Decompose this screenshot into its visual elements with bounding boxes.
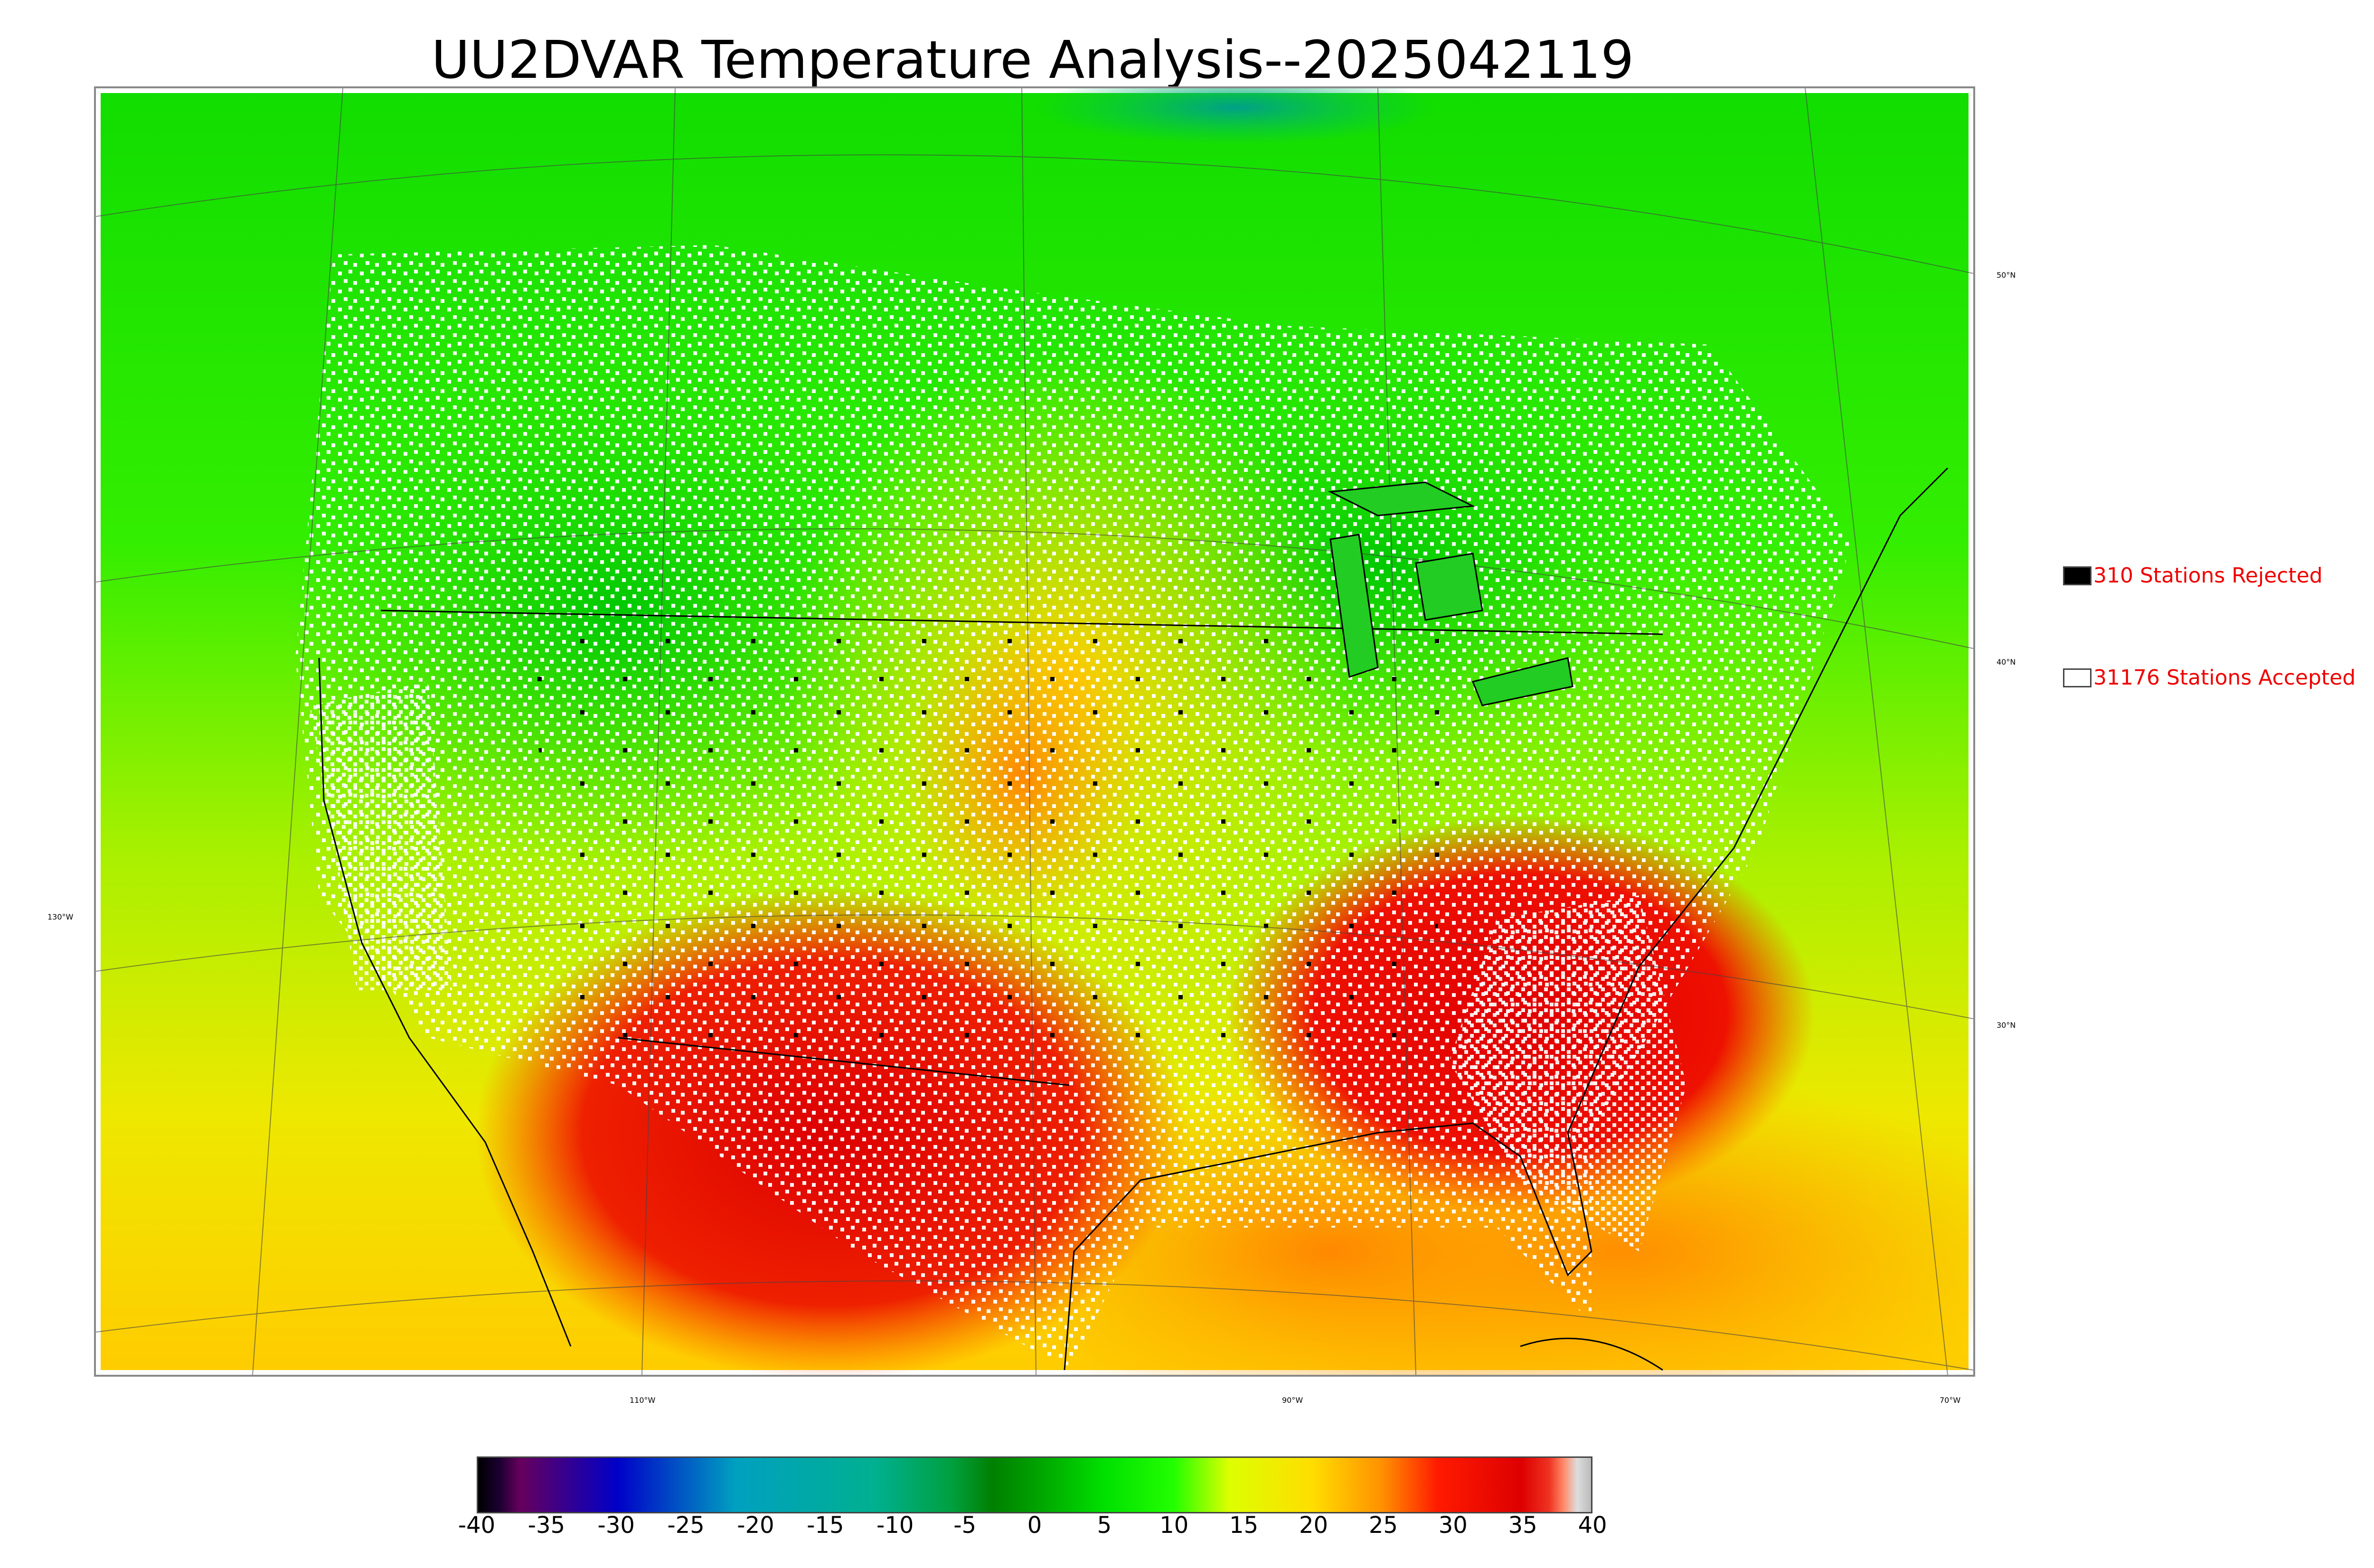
colorbar-tick-label: -15 (807, 1512, 844, 1539)
map-canvas (96, 88, 1973, 1375)
colorbar-tick-label: 35 (1508, 1512, 1537, 1539)
rejected-stations (523, 610, 1473, 1038)
legend-accepted: 31176 Stations Accepted (2063, 666, 2355, 690)
colorbar-tick-label: 10 (1159, 1512, 1189, 1539)
colorbar-tick-label: 5 (1097, 1512, 1112, 1539)
colorbar-tick-label: -40 (458, 1512, 496, 1539)
temperature-colorbar (477, 1456, 1592, 1513)
accepted-stations-dense-california (310, 682, 452, 990)
lon-label-130w: 130°W (47, 912, 74, 921)
rejected-label: 310 Stations Rejected (2093, 563, 2323, 588)
lat-label-50n: 50°N (1997, 271, 2016, 280)
lon-label-110w: 110°W (630, 1396, 656, 1405)
great-lakes (1328, 481, 1573, 706)
rejected-swatch (2063, 566, 2091, 585)
lon-label-70w: 70°W (1940, 1396, 1961, 1405)
colorbar-tick-label: 20 (1299, 1512, 1328, 1539)
cold-anomaly-north (1036, 88, 1435, 145)
lat-label-30n: 30°N (1997, 1021, 2016, 1030)
colorbar-tick-label: -25 (667, 1512, 705, 1539)
accepted-stations-dense-florida (1449, 895, 1686, 1251)
legend-rejected: 310 Stations Rejected (2063, 563, 2323, 588)
colorbar-tick-label: -30 (597, 1512, 635, 1539)
temperature-map (94, 86, 1975, 1377)
lon-label-90w: 90°W (1282, 1396, 1303, 1405)
accepted-swatch (2063, 668, 2091, 687)
colorbar-tick-label: 40 (1578, 1512, 1607, 1539)
colorbar-tick-label: -5 (953, 1512, 977, 1539)
lat-label-40n: 40°N (1997, 657, 2016, 667)
graticule (96, 88, 1973, 1375)
colorbar-tick-label: 15 (1229, 1512, 1259, 1539)
colorbar-tick-label: -35 (528, 1512, 565, 1539)
colorbar-tick-label: 30 (1438, 1512, 1468, 1539)
accepted-label: 31176 Stations Accepted (2093, 666, 2356, 690)
coastlines (318, 467, 1949, 1371)
colorbar-tick-label: 25 (1368, 1512, 1398, 1539)
colorbar-tick-label: -20 (737, 1512, 774, 1539)
map-title: UU2DVAR Temperature Analysis--2025042119 (431, 29, 1634, 90)
colorbar-tick-label: 0 (1027, 1512, 1042, 1539)
colorbar-tick-label: -10 (876, 1512, 914, 1539)
